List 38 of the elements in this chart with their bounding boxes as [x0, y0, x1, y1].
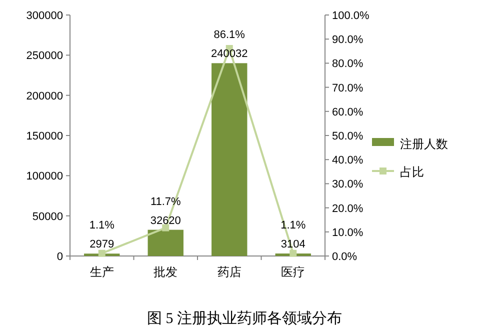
y-tick-label: 150000	[26, 130, 63, 142]
y-tick-label: 300000	[26, 10, 63, 22]
y2-tick-label: 0.0%	[332, 251, 358, 263]
y2-tick-label: 80.0%	[332, 58, 364, 70]
y2-tick-label: 50.0%	[332, 130, 364, 142]
bar	[148, 230, 184, 256]
x-tick-label: 批发	[154, 265, 178, 279]
y-tick-label: 200000	[26, 90, 63, 102]
y2-tick-label: 90.0%	[332, 34, 364, 46]
data-label: 1.1%	[280, 220, 306, 232]
y2-tick-label: 20.0%	[332, 202, 364, 215]
y2-tick-label: 70.0%	[332, 82, 364, 94]
legend-label: 占比	[400, 165, 424, 179]
y2-tick-label: 30.0%	[332, 178, 364, 191]
point	[98, 250, 106, 257]
data-label: 3104	[280, 238, 306, 251]
y-tick-label: 50000	[32, 210, 63, 223]
y2-tick-label: 40.0%	[332, 154, 364, 167]
text: 图 5 注册执业药师各领域分布	[147, 310, 342, 327]
data-label: 1.1%	[89, 220, 115, 232]
legend-label: 注册人数	[400, 137, 448, 151]
data-label: 2979	[90, 238, 114, 251]
data-label: 86.1%	[214, 29, 246, 42]
y-tick-label: 0	[56, 251, 63, 263]
y2-tick-label: 60.0%	[332, 106, 364, 118]
data-label: 11.7%	[150, 196, 182, 208]
y-tick-label: 100000	[26, 170, 63, 183]
y2-tick-label: 100.0%	[332, 10, 370, 22]
x-tick-label: 药店	[217, 265, 242, 279]
x-tick-label: 医疗	[281, 265, 306, 279]
x-tick-label: 生产	[90, 265, 114, 279]
data-label: 240032	[211, 48, 248, 60]
data-label: 32620	[150, 214, 181, 227]
bar	[212, 63, 248, 256]
y2-tick-label: 10.0%	[332, 226, 364, 239]
y-tick-label: 250000	[26, 50, 63, 62]
point	[162, 224, 170, 232]
point	[290, 250, 297, 257]
